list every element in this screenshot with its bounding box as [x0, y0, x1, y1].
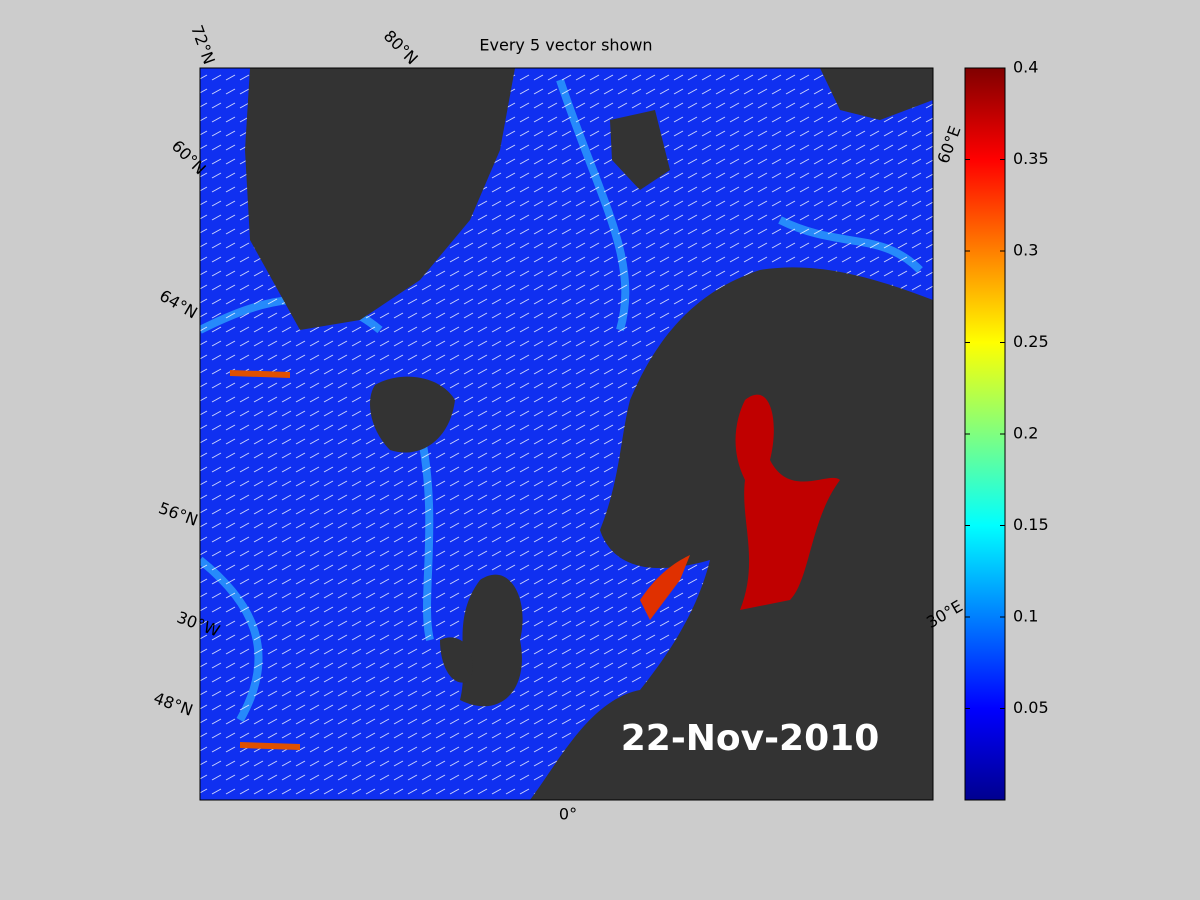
skagerrak-currents	[640, 555, 690, 620]
colorbar-tick-label: 0.4	[1013, 58, 1038, 77]
map-frame	[199, 67, 934, 801]
lat-label: 48°N	[151, 688, 195, 720]
colorbar-tick-label: 0.35	[1013, 149, 1049, 168]
lon-label: 0°	[559, 805, 577, 824]
colorbar-tick-label: 0.25	[1013, 332, 1049, 351]
lat-label: 80°N	[380, 26, 422, 68]
baltic-currents	[735, 394, 840, 610]
lat-label: 64°N	[156, 286, 200, 323]
map	[200, 68, 933, 800]
colorbar-tick-label: 0.1	[1013, 607, 1038, 626]
lon-label: 60°E	[934, 123, 965, 166]
colorbar-tick-label: 0.15	[1013, 515, 1049, 534]
title: Every 5 vector shown	[479, 36, 652, 55]
colorbar-tick-label: 0.3	[1013, 241, 1038, 260]
lat-label: 56°N	[156, 498, 200, 530]
land	[245, 68, 933, 800]
colorbar-tick-label: 0.05	[1013, 698, 1049, 717]
colorbar-tick-label: 0.2	[1013, 424, 1038, 443]
date-label: 22-Nov-2010	[621, 718, 880, 759]
colorbar	[964, 67, 1006, 801]
lat-label: 72°N	[187, 22, 219, 66]
